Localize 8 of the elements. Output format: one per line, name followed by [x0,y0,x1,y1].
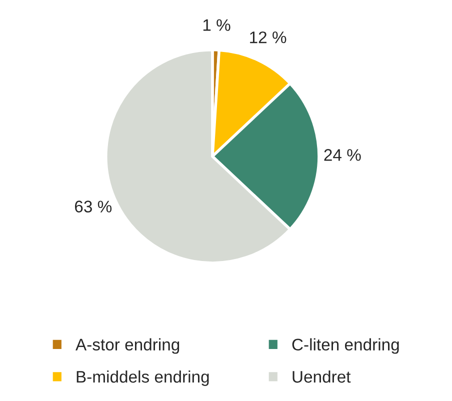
data-label: 1 % [203,19,230,31]
legend-label: B-middels endring [76,370,209,386]
data-label: 12 % [250,31,286,44]
legend-label: A-stor endring [76,338,180,354]
legend-label: Uendret [292,370,351,383]
data-label: 24 % [324,149,361,161]
legend-label: C-liten endring [292,338,399,354]
data-label: 63 % [75,200,112,212]
